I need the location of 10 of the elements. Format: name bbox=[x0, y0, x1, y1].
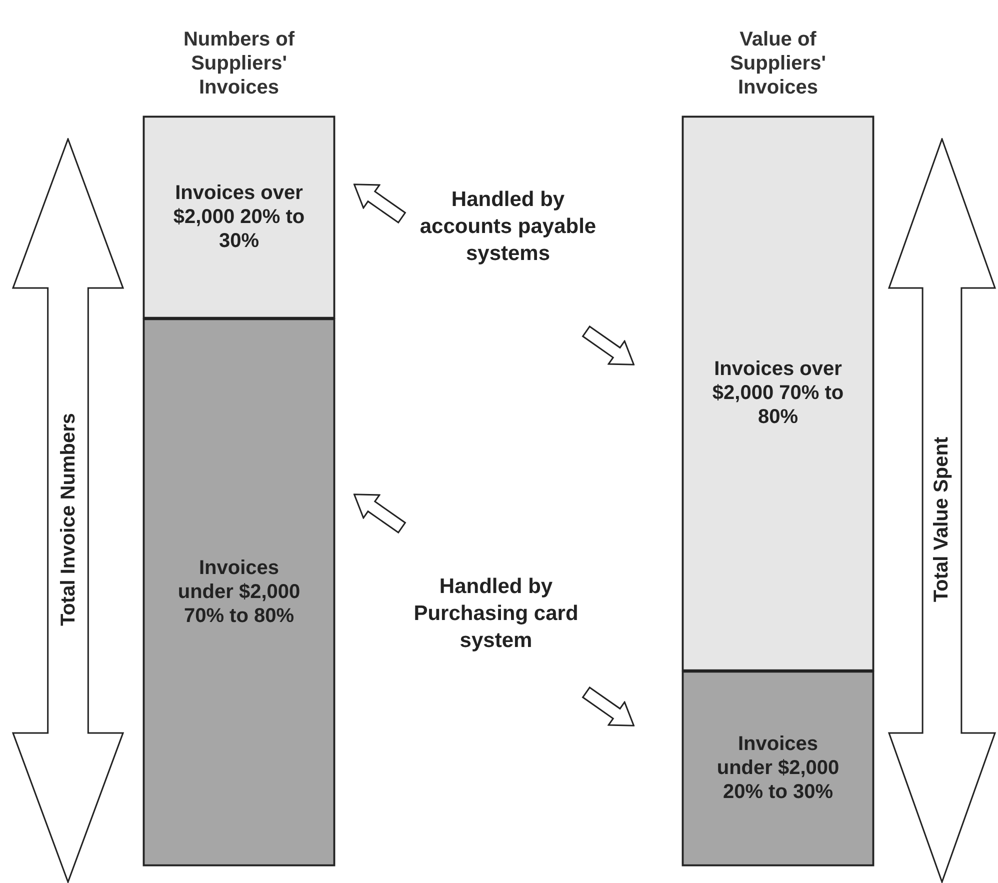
y-axis-title: Total Invoice Numbers bbox=[58, 412, 80, 628]
annotation: Handled by Purchasing card system bbox=[412, 574, 580, 654]
annotation: Invoices under $2,000 20% to 30% bbox=[716, 733, 840, 804]
x-tick-label: Value of Suppliers' Invoices bbox=[730, 28, 826, 99]
annotation: Invoices over $2,000 70% to 80% bbox=[712, 358, 844, 428]
annotation: Invoices over $2,000 20% to 30% bbox=[173, 182, 305, 252]
annotation: Invoices under $2,000 70% to 80% bbox=[178, 556, 300, 627]
annotation: Handled by accounts payable systems bbox=[418, 187, 598, 267]
x-tick-label: Numbers of Suppliers' Invoices bbox=[183, 28, 295, 99]
y2-axis-title: Total Value Spent bbox=[930, 436, 954, 604]
